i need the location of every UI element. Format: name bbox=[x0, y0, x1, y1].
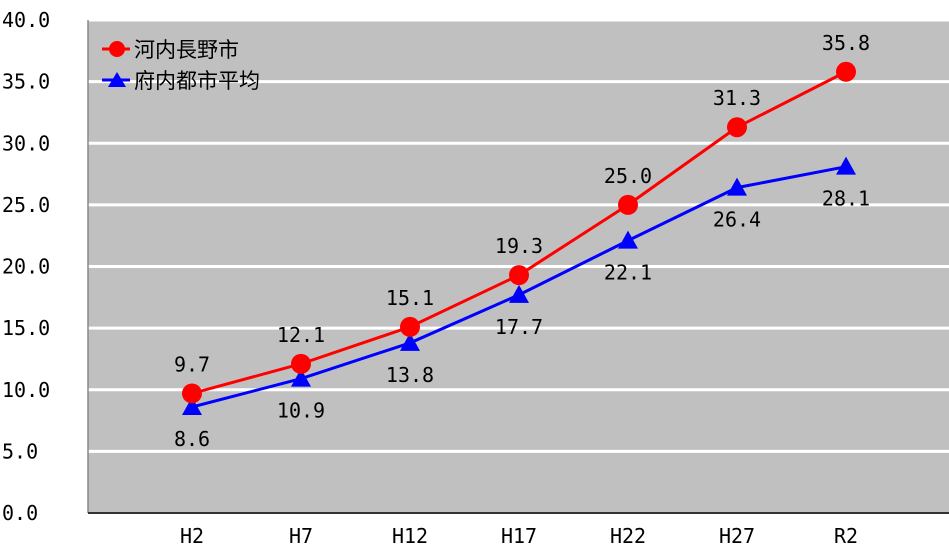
data-point-marker bbox=[618, 194, 638, 215]
x-tick-label: H17 bbox=[501, 524, 537, 548]
data-label: 8.6 bbox=[174, 427, 210, 451]
x-tick-label: H12 bbox=[392, 524, 428, 548]
data-point-marker bbox=[618, 230, 638, 249]
data-label: 25.0 bbox=[604, 164, 652, 188]
legend-marker bbox=[109, 41, 125, 57]
y-tick-label: 15.0 bbox=[2, 316, 50, 340]
data-label: 22.1 bbox=[604, 261, 652, 285]
data-point-marker bbox=[182, 383, 202, 404]
legend-label: 河内長野市 bbox=[134, 38, 239, 62]
y-tick-label: 5.0 bbox=[2, 439, 38, 463]
series-circle: 9.7 12.1 15.1 19.3 25.0 31.3 35.8 bbox=[174, 31, 870, 404]
data-point-marker bbox=[400, 316, 420, 337]
data-label: 26.4 bbox=[713, 208, 761, 232]
y-tick-label: 25.0 bbox=[2, 193, 50, 217]
series-triangle: 8.6 10.9 13.8 17.7 22.1 26.4 28.1 bbox=[174, 156, 870, 451]
data-point-marker bbox=[727, 117, 747, 138]
axes bbox=[87, 20, 949, 514]
y-tick-label: 30.0 bbox=[2, 131, 50, 155]
data-label: 10.9 bbox=[277, 399, 325, 423]
data-label: 9.7 bbox=[174, 352, 210, 376]
y-tick-label: 10.0 bbox=[2, 378, 50, 402]
data-point-marker bbox=[836, 61, 856, 82]
data-point-marker bbox=[291, 353, 311, 374]
data-label: 28.1 bbox=[822, 187, 870, 211]
legend-marker bbox=[108, 72, 126, 87]
x-tick-label: H22 bbox=[610, 524, 646, 548]
y-tick-label: 40.0 bbox=[2, 8, 50, 32]
data-point-marker bbox=[291, 368, 311, 387]
data-point-marker bbox=[400, 332, 420, 351]
y-tick-label: 0.0 bbox=[2, 501, 38, 525]
y-tick-label: 20.0 bbox=[2, 255, 50, 279]
x-tick-label: H27 bbox=[719, 524, 755, 548]
data-label: 35.8 bbox=[822, 31, 870, 55]
data-point-marker bbox=[836, 156, 856, 175]
data-point-marker bbox=[509, 265, 529, 286]
data-point-marker bbox=[182, 397, 202, 416]
data-label: 13.8 bbox=[386, 363, 434, 387]
data-label: 15.1 bbox=[386, 286, 434, 310]
data-label: 12.1 bbox=[277, 323, 325, 347]
y-axis-ticks: 0.0 5.0 10.0 15.0 20.0 25.0 30.0 35.0 40.0 bbox=[2, 8, 50, 525]
data-point-marker bbox=[509, 284, 529, 303]
data-label: 31.3 bbox=[713, 86, 761, 110]
x-tick-label: R2 bbox=[834, 524, 858, 548]
series-group: 8.6 10.9 13.8 17.7 22.1 26.4 28.1 9.7 12.1 15.1 19… bbox=[174, 31, 870, 451]
data-label: 19.3 bbox=[495, 234, 543, 258]
data-label: 17.7 bbox=[495, 315, 543, 339]
data-point-marker bbox=[727, 177, 747, 196]
y-tick-label: 35.0 bbox=[2, 70, 50, 94]
x-tick-label: H2 bbox=[180, 524, 204, 548]
x-axis-ticks: H2 H7 H12 H17 H22 H27 R2 bbox=[180, 524, 858, 548]
gridlines bbox=[88, 18, 949, 453]
x-tick-label: H7 bbox=[289, 524, 313, 548]
legend-label: 府内都市平均 bbox=[134, 69, 260, 93]
